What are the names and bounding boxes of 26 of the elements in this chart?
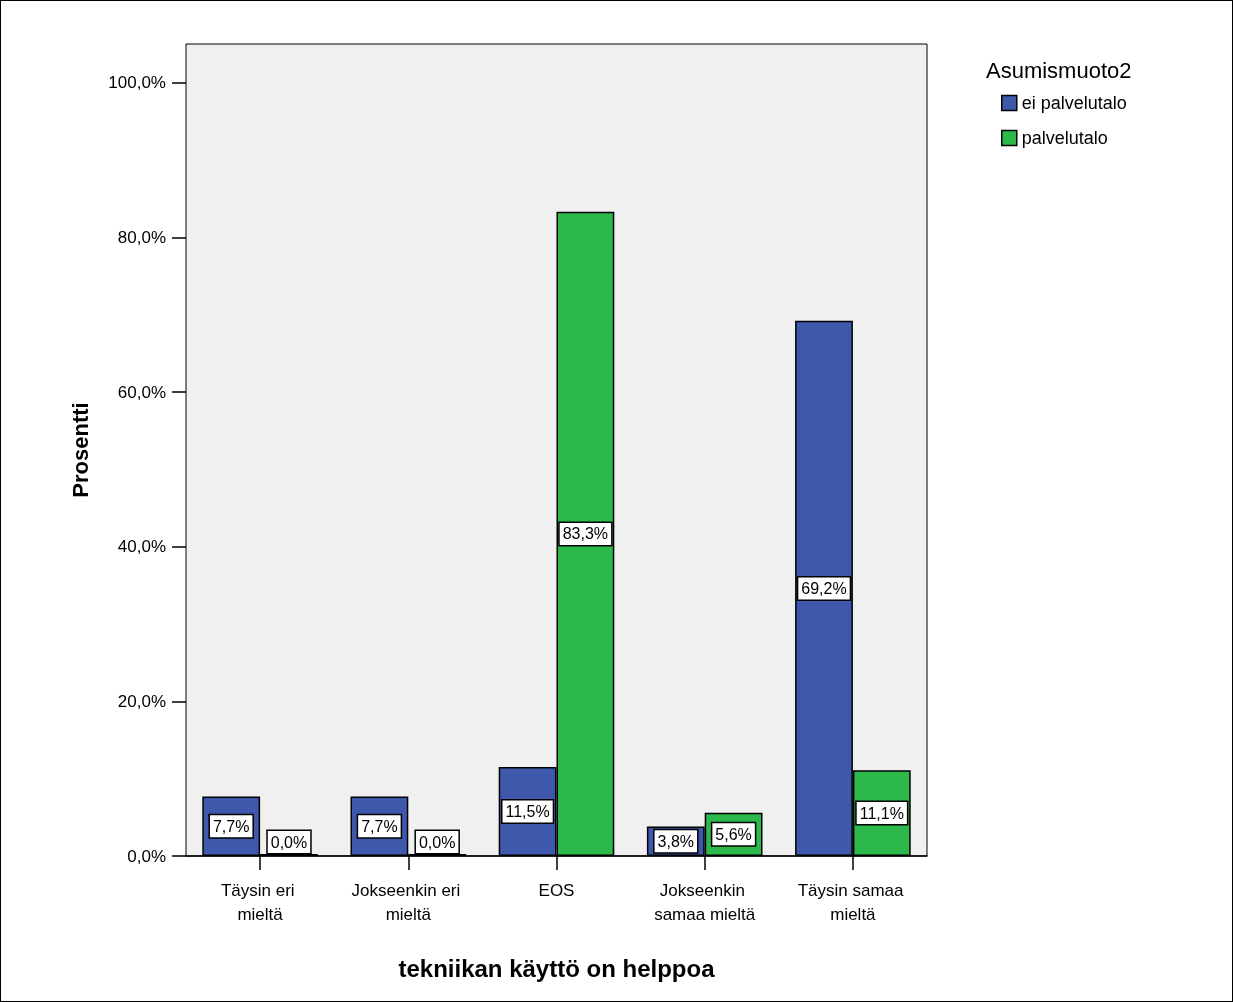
data-label: 83,3%	[562, 525, 609, 543]
data-label: 11,1%	[859, 804, 904, 822]
x-axis-title: tekniikan käyttö on helppoa	[398, 954, 716, 982]
data-label: 5,6%	[715, 825, 752, 843]
x-tick-label: Jokseenkin eri mieltä	[351, 880, 465, 924]
data-label: 0,0%	[418, 833, 456, 851]
data-label: 7,7%	[361, 817, 398, 835]
data-label: 7,7%	[212, 817, 250, 835]
legend-label: ei palvelutalo	[1021, 93, 1127, 113]
y-tick-label: 80,0%	[117, 227, 166, 247]
y-tick-label: 0,0%	[127, 846, 166, 866]
y-tick-label: 60,0%	[117, 382, 166, 402]
x-tick-label: Täysin eri mieltä	[220, 880, 300, 924]
data-label: 3,8%	[657, 832, 695, 850]
y-tick-label: 40,0%	[117, 537, 166, 557]
y-axis-title: Prosentti	[67, 402, 93, 498]
data-label: 69,2%	[801, 579, 847, 597]
y-tick-label: 100,0%	[108, 73, 166, 93]
legend-label: palvelutalo	[1021, 128, 1108, 148]
x-tick-label: Jokseenkin samaa mieltä	[654, 880, 756, 924]
legend-title: Asumismuoto2	[986, 57, 1132, 83]
data-label: 11,5%	[505, 803, 550, 821]
data-label: 0,0%	[270, 833, 308, 851]
x-tick-label: Täysin samaa mieltä	[797, 880, 909, 924]
x-tick-label: EOS	[538, 880, 575, 900]
y-tick-label: 20,0%	[117, 691, 166, 711]
